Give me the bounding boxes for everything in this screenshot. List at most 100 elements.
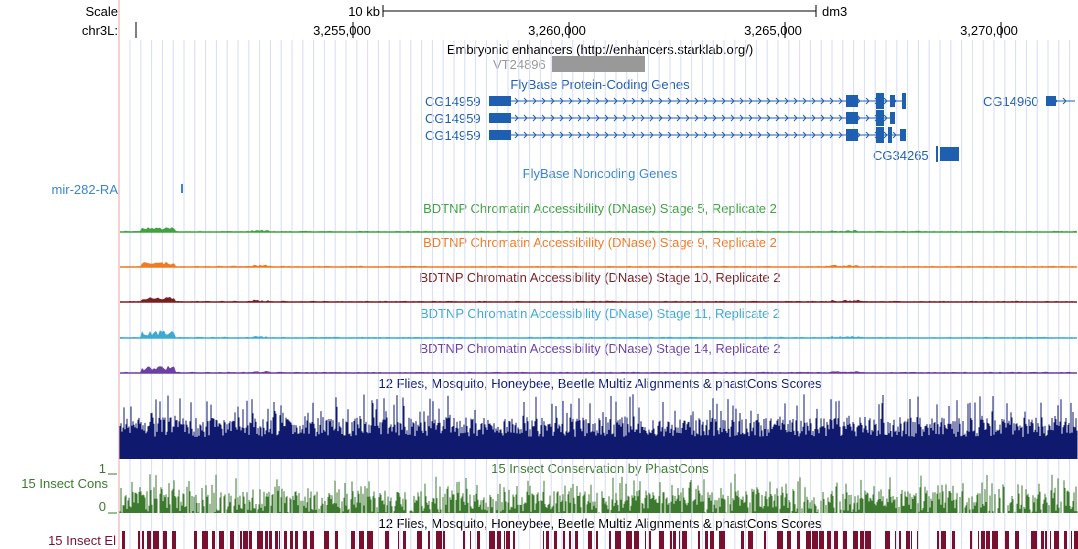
strand-arrow xyxy=(613,97,618,105)
strand-arrow xyxy=(649,131,654,139)
dnase-stage10-title[interactable]: BDTNP Chromatin Accessibility (DNase) St… xyxy=(419,270,781,285)
strand-arrow xyxy=(793,131,798,139)
conserved-element xyxy=(659,531,664,549)
conserved-element xyxy=(834,531,838,549)
gene-exon xyxy=(846,112,858,124)
strand-arrow xyxy=(685,131,690,139)
strand-arrow xyxy=(784,114,789,122)
gene-label-cg14959[interactable]: CG14959 xyxy=(425,128,481,143)
strand-arrow xyxy=(775,97,780,105)
insect-el-side-label[interactable]: 15 Insect El xyxy=(48,533,116,548)
dnase-stage9-title[interactable]: BDTNP Chromatin Accessibility (DNase) St… xyxy=(423,235,777,250)
strand-arrow xyxy=(829,114,834,122)
strand-arrow xyxy=(631,114,636,122)
grid-lines xyxy=(129,40,1071,549)
conserved-element xyxy=(981,531,985,549)
strand-arrow xyxy=(577,131,582,139)
strand-arrow xyxy=(838,114,843,122)
dnase-stage11-title[interactable]: BDTNP Chromatin Accessibility (DNase) St… xyxy=(419,306,781,321)
strand-arrow xyxy=(811,97,816,105)
strand-arrow xyxy=(577,114,582,122)
conserved-element xyxy=(812,531,818,549)
conserved-element xyxy=(153,531,159,549)
ruler-graphics xyxy=(135,5,1002,38)
multiz-track-title[interactable]: 12 Flies, Mosquito, Honeybee, Beetle Mul… xyxy=(378,376,822,391)
strand-arrow xyxy=(721,114,726,122)
strand-arrow xyxy=(829,97,834,105)
noncoding-gene-label[interactable]: mir-282-RA xyxy=(51,182,118,197)
strand-arrow xyxy=(712,97,717,105)
conserved-element xyxy=(504,531,505,549)
conserved-element xyxy=(865,531,871,549)
conserved-element xyxy=(741,531,744,549)
conserved-element xyxy=(194,531,197,549)
conserved-element xyxy=(853,531,858,549)
conserved-element xyxy=(719,531,725,549)
conserved-element xyxy=(941,531,946,549)
strand-arrow xyxy=(730,114,735,122)
strand-arrow xyxy=(532,114,537,122)
gene-label-cg34265[interactable]: CG34265 xyxy=(873,148,929,163)
conserved-element xyxy=(506,531,510,549)
strand-arrow xyxy=(757,114,762,122)
strand-arrow xyxy=(865,114,870,122)
conserved-element xyxy=(1045,531,1047,549)
conserved-element xyxy=(463,531,465,549)
gene-exon xyxy=(489,96,511,106)
enhancer-feature-label[interactable]: VT24896 xyxy=(493,57,546,72)
conserved-element xyxy=(843,531,847,549)
conserved-element xyxy=(937,531,939,549)
strand-arrow xyxy=(550,131,555,139)
dnase-stage14-title[interactable]: BDTNP Chromatin Accessibility (DNase) St… xyxy=(419,341,781,356)
conserved-element xyxy=(240,531,242,549)
strand-arrow xyxy=(640,131,645,139)
strand-arrow xyxy=(721,131,726,139)
strand-arrow xyxy=(820,131,825,139)
conserved-element xyxy=(367,531,373,549)
conserved-element xyxy=(911,531,912,549)
gene-exon xyxy=(876,127,884,143)
gene-exon xyxy=(876,93,884,109)
strand-arrow xyxy=(514,131,519,139)
conserved-element xyxy=(563,531,565,549)
insect-cons-side-label[interactable]: 15 Insect Cons xyxy=(21,476,108,491)
ruler-tick-label: 3,265,000 xyxy=(744,23,802,38)
conserved-element xyxy=(645,531,646,549)
strand-arrow xyxy=(568,97,573,105)
enhancers-track-title[interactable]: Embryonic enhancers (http://enhancers.st… xyxy=(446,42,754,57)
strand-arrow xyxy=(667,97,672,105)
flybase-coding-track-title[interactable]: FlyBase Protein-Coding Genes xyxy=(510,77,690,92)
gene-exon xyxy=(1046,96,1056,106)
conserved-element xyxy=(1041,531,1044,549)
gene-label-cg14960[interactable]: CG14960 xyxy=(983,94,1039,109)
insect-cons-track-title[interactable]: 15 Insect Conservation by PhastCons xyxy=(491,461,709,476)
conserved-element xyxy=(359,531,364,549)
conserved-element xyxy=(596,531,598,549)
conserved-element xyxy=(243,531,248,549)
strand-arrow xyxy=(757,131,762,139)
insect-el-track-title[interactable]: 12 Flies, Mosquito, Honeybee, Beetle Mul… xyxy=(378,516,822,531)
strand-arrow xyxy=(523,97,528,105)
conserved-element xyxy=(819,531,824,549)
gene-label-cg14959[interactable]: CG14959 xyxy=(425,111,481,126)
strand-arrow xyxy=(523,131,528,139)
strand-arrow xyxy=(739,131,744,139)
conserved-element xyxy=(489,531,495,549)
strand-arrow xyxy=(595,97,600,105)
dnase-stage5-title[interactable]: BDTNP Chromatin Accessibility (DNase) St… xyxy=(423,201,777,216)
strand-arrow xyxy=(685,114,690,122)
strand-arrow xyxy=(811,131,816,139)
ruler-tick-label: 3,260,000 xyxy=(528,23,586,38)
gene-label-cg14959[interactable]: CG14959 xyxy=(425,94,481,109)
strand-arrow xyxy=(559,114,564,122)
strand-arrow xyxy=(748,131,753,139)
strand-arrow xyxy=(793,114,798,122)
strand-arrow xyxy=(595,131,600,139)
strand-arrow xyxy=(784,131,789,139)
strand-arrow xyxy=(766,97,771,105)
flybase-noncoding-track-title[interactable]: FlyBase Noncoding Genes xyxy=(522,166,678,181)
gene-exon xyxy=(900,129,906,141)
conserved-element xyxy=(787,531,791,549)
conserved-element xyxy=(554,531,557,549)
